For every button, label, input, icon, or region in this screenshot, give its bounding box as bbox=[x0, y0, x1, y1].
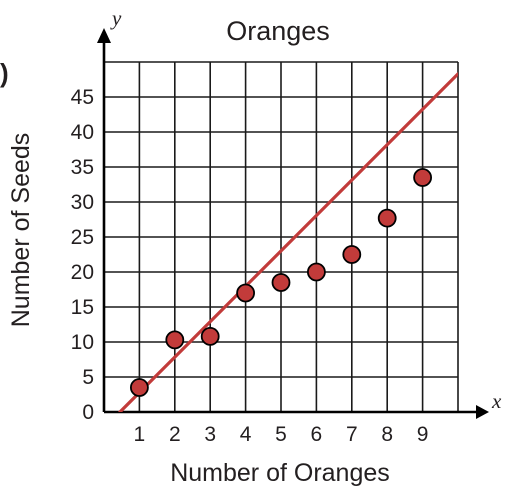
y-tick-label: 45 bbox=[71, 86, 94, 109]
data-point bbox=[200, 326, 220, 346]
trend-line-group bbox=[118, 72, 458, 412]
y-tick-label: 5 bbox=[82, 366, 94, 389]
x-tick-label: 7 bbox=[346, 423, 358, 446]
data-point bbox=[413, 168, 433, 187]
x-tick-label: 3 bbox=[204, 423, 216, 446]
x-tick-label: 9 bbox=[417, 423, 429, 446]
y-tick-label: 20 bbox=[71, 261, 94, 284]
data-point bbox=[377, 208, 397, 228]
trend-line bbox=[118, 72, 458, 412]
y-axis-letter: y bbox=[110, 6, 122, 30]
data-point bbox=[271, 273, 291, 292]
x-tick-label: 5 bbox=[275, 423, 287, 446]
x-tick-label: 4 bbox=[240, 423, 252, 446]
y-tick-label: 0 bbox=[82, 401, 94, 424]
y-tick-label: 25 bbox=[71, 226, 94, 249]
y-tick-label: 15 bbox=[71, 296, 94, 319]
x-axis-arrow-icon bbox=[476, 405, 489, 419]
x-axis-title: Number of Oranges bbox=[170, 459, 390, 487]
y-tick-label: 35 bbox=[71, 156, 94, 179]
data-point bbox=[165, 330, 185, 350]
x-tick-label: 2 bbox=[169, 423, 181, 446]
axes bbox=[97, 28, 489, 419]
x-tick-label: 8 bbox=[381, 423, 393, 446]
x-tick-label: 1 bbox=[134, 423, 146, 446]
chart-title: Oranges bbox=[226, 16, 330, 46]
data-point bbox=[129, 378, 149, 397]
x-tick-label: 6 bbox=[311, 423, 323, 446]
labels: Oranges Number of Oranges Number of Seed… bbox=[0, 6, 502, 487]
y-tick-label: 10 bbox=[71, 331, 94, 354]
grid bbox=[104, 61, 459, 412]
y-axis-arrow-icon bbox=[97, 28, 111, 43]
y-axis-title: Number of Seeds bbox=[7, 133, 35, 328]
partial-label: ) bbox=[0, 58, 9, 88]
data-point bbox=[236, 283, 256, 303]
y-tick-label: 30 bbox=[71, 191, 94, 214]
data-point bbox=[342, 245, 362, 264]
data-point bbox=[306, 262, 326, 282]
x-axis-letter: x bbox=[491, 389, 502, 413]
data-points bbox=[129, 168, 433, 397]
y-tick-label: 40 bbox=[71, 121, 94, 144]
